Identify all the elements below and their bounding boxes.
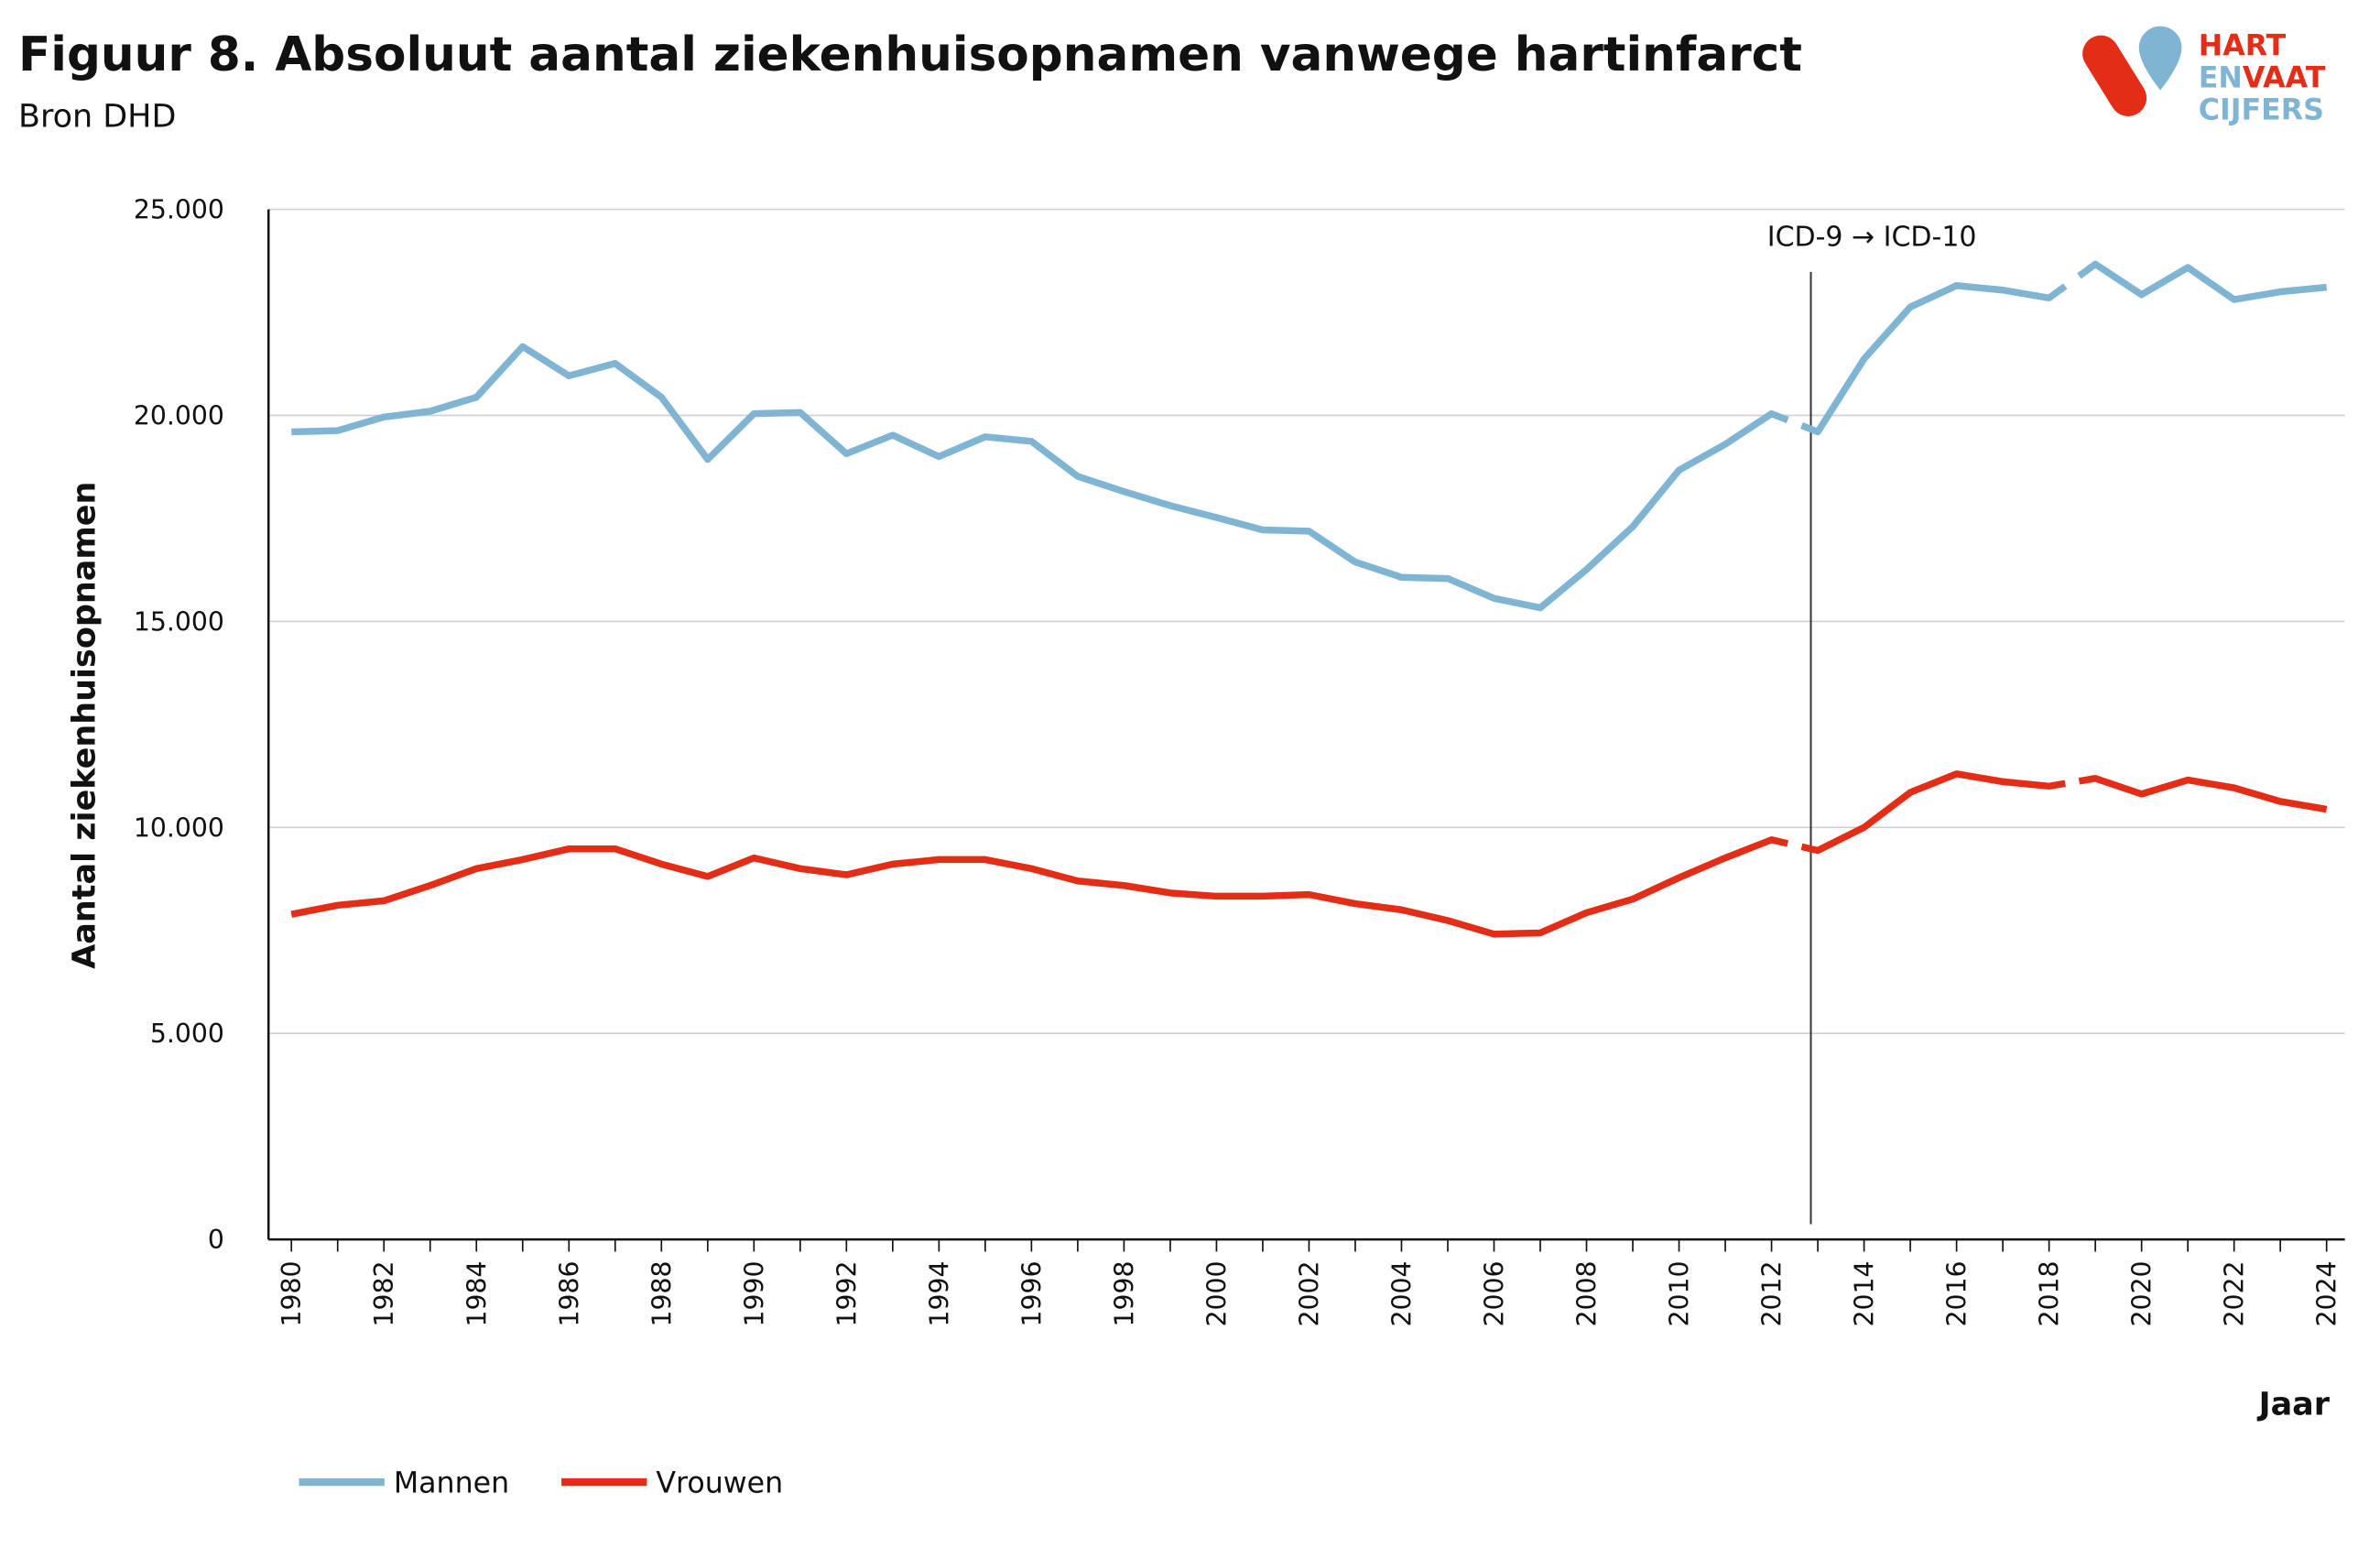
- y-tick-label: 0: [208, 1225, 224, 1255]
- series-mannen: [291, 260, 2328, 612]
- series-line-segment: [1800, 282, 2068, 436]
- series-lines: [290, 260, 2328, 938]
- y-tick-label: 25.000: [134, 195, 224, 225]
- x-axis-ticks: 1980 1982 1984 1986 1988 1990 1992 1994 1996 1998…: [277, 1239, 2342, 1327]
- y-tick-label: 20.000: [134, 400, 224, 431]
- x-tick-label: 2000: [1201, 1260, 1232, 1326]
- chart-subtitle: Bron DHD: [18, 99, 176, 136]
- x-tick-label: 2002: [1294, 1260, 1324, 1326]
- logo-text-en: EN: [2199, 61, 2243, 94]
- x-tick-label: 2010: [1665, 1260, 1695, 1326]
- gridlines: [268, 208, 2345, 1035]
- x-tick-label: 2004: [1386, 1260, 1417, 1326]
- x-tick-label: 2014: [1850, 1260, 1880, 1326]
- y-tick-label: 15.000: [134, 606, 224, 637]
- chart-title: Figuur 8. Absoluut aantal ziekenhuisopna…: [18, 27, 1802, 82]
- x-axis-label: Jaar: [2257, 1387, 2331, 1423]
- x-tick-label: 1988: [647, 1260, 677, 1326]
- series-line-segment: [2078, 775, 2328, 813]
- logo-text-cijfers: CIJFERS: [2199, 93, 2324, 126]
- logo-blue-drop: [2138, 26, 2182, 91]
- y-axis-label: Aantal ziekenhuisopnamen: [66, 482, 103, 969]
- x-tick-label: 2020: [2127, 1260, 2157, 1326]
- x-tick-label: 2006: [1479, 1260, 1509, 1326]
- legend-label-mannen: Mannen: [394, 1467, 509, 1500]
- legend-label-vrouwen: Vrouwen: [656, 1467, 783, 1500]
- series-line-segment: [290, 836, 1789, 938]
- legend: Mannen Vrouwen: [299, 1467, 783, 1500]
- logo: HART ENVAAT CIJFERS: [2082, 26, 2326, 126]
- x-tick-label: 2024: [2312, 1260, 2342, 1326]
- x-tick-label: 1998: [1109, 1260, 1139, 1326]
- x-tick-label: 1994: [924, 1260, 954, 1326]
- series-line-segment: [1800, 770, 2066, 855]
- series-line-segment: [291, 343, 1789, 612]
- logo-text-hart: HART: [2199, 29, 2287, 62]
- x-tick-label: 2012: [1757, 1260, 1788, 1326]
- logo-text-vaat: VAAT: [2243, 61, 2326, 94]
- icd-annotation: ICD-9 → ICD-10: [1767, 222, 1977, 254]
- series-line-segment: [2077, 260, 2328, 303]
- logo-text-envaat: ENVAAT: [2199, 61, 2326, 94]
- y-tick-label: 10.000: [134, 812, 224, 843]
- x-tick-label: 1996: [1016, 1260, 1047, 1326]
- x-tick-label: 2018: [2035, 1260, 2065, 1326]
- x-tick-label: 1984: [462, 1260, 492, 1326]
- series-vrouwen: [290, 770, 2328, 938]
- x-tick-label: 2022: [2220, 1260, 2250, 1326]
- y-axis-ticks: 0 5.000 10.000 15.000 20.000 25.000: [134, 195, 224, 1256]
- x-tick-label: 1982: [369, 1260, 399, 1326]
- x-tick-label: 2008: [1572, 1260, 1603, 1326]
- x-tick-label: 1990: [739, 1260, 769, 1326]
- x-tick-label: 1992: [831, 1260, 862, 1326]
- logo-red-mark: [2082, 35, 2147, 116]
- x-tick-label: 2016: [1942, 1260, 1972, 1326]
- y-tick-label: 5.000: [150, 1019, 224, 1049]
- x-tick-label: 1980: [277, 1260, 307, 1326]
- x-tick-label: 1986: [554, 1260, 584, 1326]
